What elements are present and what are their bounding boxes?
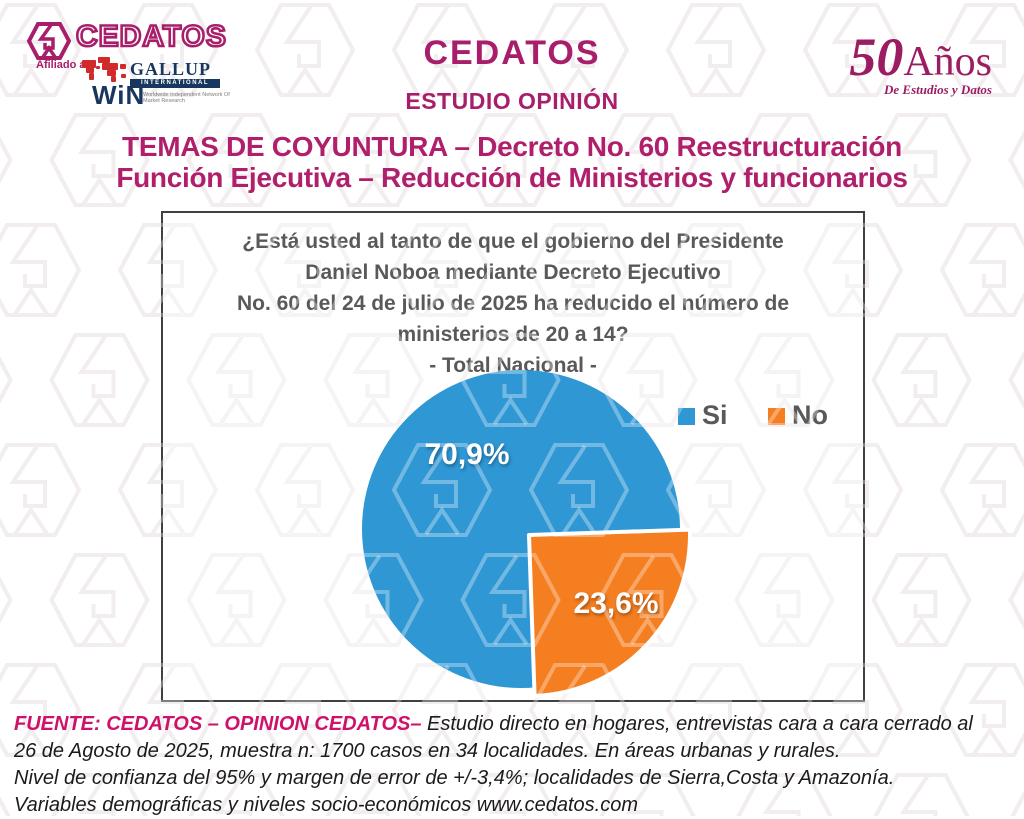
pie-label-si: 70,9%: [424, 438, 509, 471]
footer-line-2: 26 de Agosto de 2025, muestra n: 1700 ca…: [14, 740, 841, 762]
pie-label-no: 23,6%: [573, 587, 658, 620]
legend-swatch-no: [768, 408, 785, 425]
headline-line-2: Función Ejecutiva – Reducción de Ministe…: [116, 162, 908, 193]
footer-line-3: Nivel de confianza del 95% y margen de e…: [14, 767, 895, 789]
legend-swatch-si: [678, 408, 695, 425]
anniversary-badge: 50Años De Estudios y Datos: [849, 26, 992, 98]
anniversary-word: Años: [903, 39, 992, 85]
legend-label-si: Si: [702, 400, 728, 430]
footer-line-1: FUENTE: CEDATOS – OPINION CEDATOS– Estud…: [14, 711, 1014, 738]
legend-label-no: No: [792, 400, 828, 430]
pie-chart: 70,9% 23,6%: [362, 370, 692, 698]
chart-panel: ¿Está usted al tanto de que el gobierno …: [161, 211, 865, 702]
anniversary-number: 50: [849, 27, 904, 87]
headline-line-1: TEMAS DE COYUNTURA – Decreto No. 60 Rees…: [122, 131, 902, 162]
footer-line-1-rest: Estudio directo en hogares, entrevistas …: [421, 713, 973, 735]
footer-line-4: Variables demográficas y niveles socio-e…: [14, 794, 638, 816]
headline: TEMAS DE COYUNTURA – Decreto No. 60 Rees…: [0, 131, 1024, 193]
footer-source-label: FUENTE: CEDATOS – OPINION CEDATOS–: [14, 713, 422, 735]
footer-source-note: FUENTE: CEDATOS – OPINION CEDATOS– Estud…: [14, 711, 1014, 819]
